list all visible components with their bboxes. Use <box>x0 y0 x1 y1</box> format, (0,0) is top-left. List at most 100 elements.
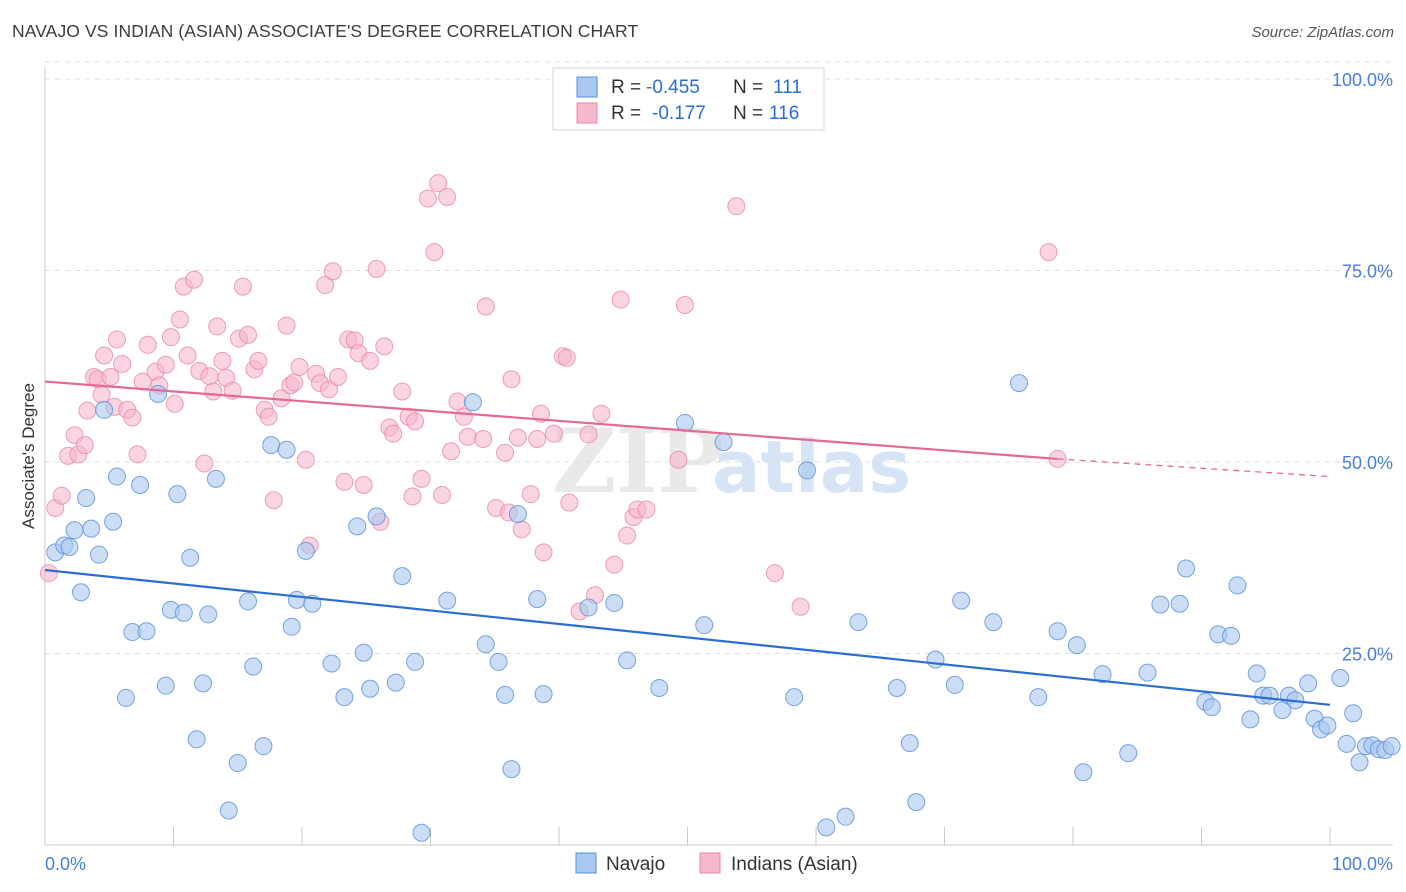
indian-asian-point <box>107 330 126 349</box>
indian-asian-point <box>618 526 637 545</box>
navajo-point <box>496 685 515 704</box>
navajo-point <box>605 593 624 612</box>
indian-asian-point <box>637 500 656 519</box>
navajo-r-label: R = <box>611 77 641 98</box>
indian-asian-point <box>195 454 214 473</box>
indian-asian-point <box>277 316 296 335</box>
indian-asian-point <box>354 475 373 494</box>
navajo-point <box>277 440 296 459</box>
navajo-point <box>489 652 508 671</box>
indian-asian-point <box>433 485 452 504</box>
indian-asian-point <box>296 450 315 469</box>
navajo-point <box>900 734 919 753</box>
navajo-point <box>149 384 168 403</box>
indian-r-label: R = <box>611 103 641 124</box>
navajo-n-value: 111 <box>773 77 802 98</box>
indian-asian-point <box>335 472 354 491</box>
stats-box: R = -0.455 N = 111 R = -0.177 N = 116 <box>552 67 825 131</box>
x-tick-label: 0.0% <box>45 854 86 874</box>
chart-title: NAVAJO VS INDIAN (ASIAN) ASSOCIATE'S DEG… <box>12 21 639 41</box>
navajo-point <box>386 673 405 692</box>
indian-asian-point <box>361 351 380 370</box>
indian-asian-point <box>200 367 219 386</box>
indian-asian-point <box>316 276 335 295</box>
navajo-point <box>650 678 669 697</box>
indian-asian-point <box>285 373 304 392</box>
navajo-point <box>322 654 341 673</box>
indian-asian-point <box>393 382 412 401</box>
navajo-point <box>785 688 804 707</box>
navajo-point <box>984 613 1003 632</box>
indian-asian-point <box>264 491 283 510</box>
navajo-point <box>528 590 547 609</box>
indian-asian-point <box>512 520 531 539</box>
indian-asian-point <box>528 430 547 449</box>
indian-asian-point <box>213 351 232 370</box>
navajo-point <box>254 737 273 756</box>
indian-asian-point <box>138 335 157 354</box>
navajo-swatch <box>576 76 598 98</box>
y-tick-label: 50.0% <box>1342 453 1393 473</box>
indian-asian-point <box>78 401 97 420</box>
indian-asian-point <box>92 385 111 404</box>
navajo-point <box>476 635 495 654</box>
navajo-point <box>502 760 521 779</box>
indian-asian-point <box>458 427 477 446</box>
navajo-point <box>952 591 971 610</box>
navajo-point <box>131 475 150 494</box>
navajo-point <box>60 538 79 557</box>
indian-asian-point <box>75 436 94 455</box>
navajo-point <box>1318 716 1337 735</box>
indian-asian-point <box>233 277 252 296</box>
indian-asian-point <box>52 486 71 505</box>
navajo-point <box>1093 665 1112 684</box>
navajo-point <box>89 545 108 564</box>
navajo-point <box>1074 763 1093 782</box>
navajo-point <box>463 393 482 412</box>
navajo-r-value: -0.455 <box>646 77 700 98</box>
indian-n-value: 116 <box>769 103 799 124</box>
indian-asian-point <box>328 367 347 386</box>
series-indian-asian-points <box>39 174 1067 621</box>
navajo-point <box>1048 622 1067 641</box>
indian-asian-point <box>123 408 142 427</box>
indian-asian-point <box>128 445 147 464</box>
indian-asian-point <box>290 358 309 377</box>
navajo-point <box>1331 669 1350 688</box>
navajo-point <box>836 807 855 826</box>
indian-asian-point <box>178 346 197 365</box>
y-tick-label: 75.0% <box>1342 262 1393 282</box>
tick-labels: 25.0% 50.0% 75.0% 100.0% 0.0% 100.0% <box>45 70 1393 874</box>
navajo-point <box>82 519 101 538</box>
navajo-point <box>71 583 90 602</box>
navajo-point <box>116 688 135 707</box>
navajo-point <box>354 643 373 662</box>
navajo-point <box>77 489 96 508</box>
indian-asian-point <box>521 485 540 504</box>
indian-asian-point <box>319 380 338 399</box>
indian-asian-point <box>502 370 521 389</box>
navajo-point <box>1350 753 1369 772</box>
navajo-point <box>1177 559 1196 578</box>
navajo-point <box>262 436 281 455</box>
navajo-point <box>675 413 694 432</box>
indian-asian-point <box>425 243 444 262</box>
axes <box>44 67 1393 846</box>
indian-asian-point <box>367 259 386 278</box>
indian-asian-trend-line <box>44 380 1058 461</box>
navajo-point <box>579 598 598 617</box>
navajo-point <box>907 793 926 812</box>
navajo-point <box>508 505 527 524</box>
indian-asian-point <box>675 295 694 314</box>
navajo-point <box>887 678 906 697</box>
navajo-point <box>714 433 733 452</box>
indian-asian-point <box>39 564 58 583</box>
y-tick-label: 100.0% <box>1332 70 1393 90</box>
navajo-point <box>1151 595 1170 614</box>
indian-asian-trend-extension <box>1057 458 1331 478</box>
navajo-point <box>849 613 868 632</box>
indian-asian-point <box>113 354 132 373</box>
indian-asian-point <box>557 348 576 367</box>
navajo-point <box>335 688 354 707</box>
indian-asian-point <box>161 328 180 347</box>
